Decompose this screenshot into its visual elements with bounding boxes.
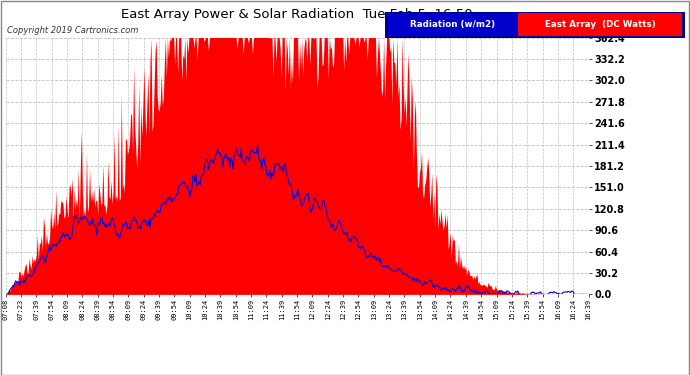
Text: East Array Power & Solar Radiation  Tue Feb 5  16:50: East Array Power & Solar Radiation Tue F… xyxy=(121,8,473,21)
Text: Radiation (w/m2): Radiation (w/m2) xyxy=(410,20,495,29)
Text: East Array  (DC Watts): East Array (DC Watts) xyxy=(545,20,656,29)
Text: Copyright 2019 Cartronics.com: Copyright 2019 Cartronics.com xyxy=(7,26,138,35)
